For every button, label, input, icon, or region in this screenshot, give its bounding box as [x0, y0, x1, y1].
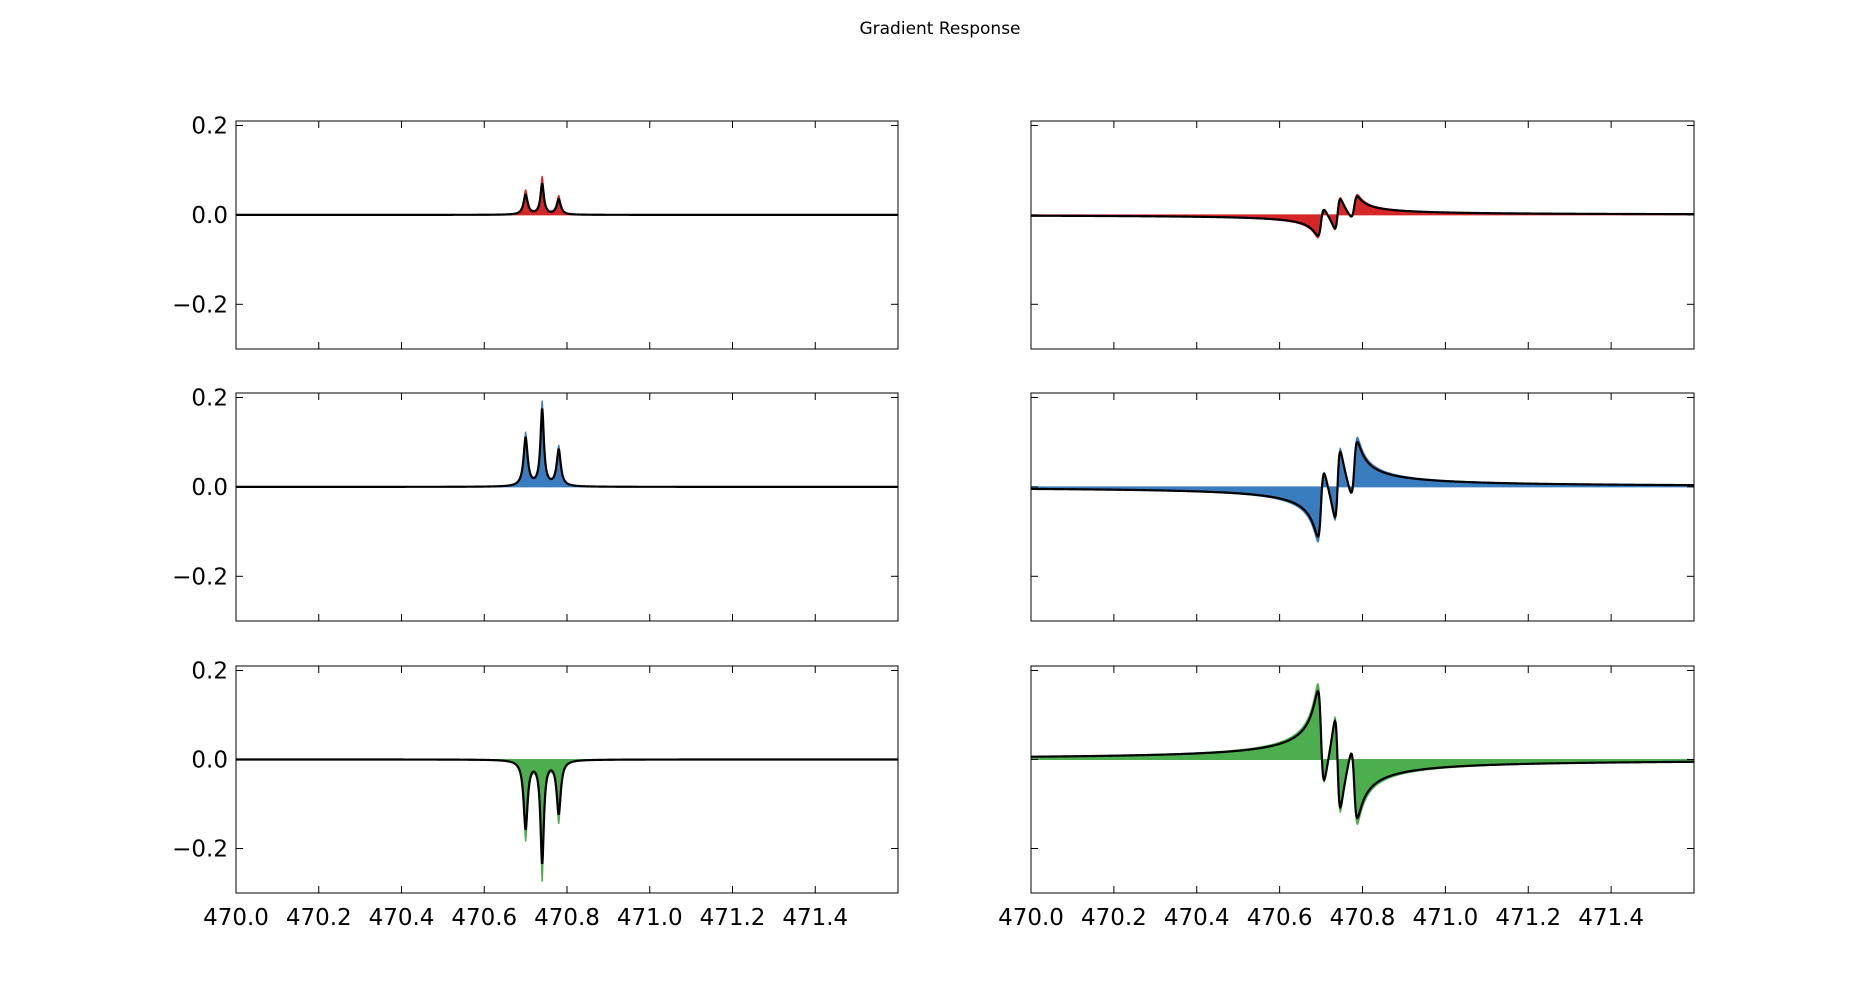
y-tick-label: 0.2	[191, 113, 228, 139]
series-line-green-left	[236, 758, 898, 865]
x-tick-label: 470.6	[1247, 905, 1313, 931]
x-tick-label: 470.4	[369, 905, 435, 931]
figure-title: Gradient Response	[859, 19, 1020, 39]
x-tick-label: 470.2	[286, 905, 352, 931]
x-tick-label: 470.0	[998, 905, 1064, 931]
subplot-red-right	[1030, 120, 1695, 350]
y-tick-label: −0.2	[172, 292, 228, 318]
x-tick-label: 471.2	[1495, 905, 1561, 931]
series-line-green-right	[1031, 689, 1694, 820]
y-tick-label: 0.0	[191, 203, 228, 229]
y-tick-label: 0.2	[191, 658, 228, 684]
subplot-grid: −0.2 0.0 0.2 −0.2 0.0 0.2 470.0 470.2 470.4 470.6…	[172, 113, 1695, 931]
series-area-red-left	[236, 175, 898, 216]
subplot-green-left: 470.0 470.2 470.4 470.6 470.8 471.0 471.2 471.4…	[172, 658, 899, 931]
axes-frame	[235, 392, 899, 622]
axes-frame	[235, 120, 899, 350]
axes-frame	[1030, 120, 1695, 350]
axes-frame	[1030, 392, 1695, 622]
series-line-red-right	[1031, 195, 1694, 237]
y-tick-label: 0.2	[191, 385, 228, 411]
x-tick-label: 470.2	[1081, 905, 1147, 931]
y-tick-label: 0.0	[191, 475, 228, 501]
subplot-green-right: 470.0 470.2 470.4 470.6 470.8 471.0 471.2 471.4	[998, 665, 1695, 931]
x-tick-label: 470.8	[534, 905, 600, 931]
series-area-blue-left	[236, 400, 898, 488]
subplot-blue-left: −0.2 0.0 0.2	[172, 385, 899, 622]
axes-frame	[235, 665, 899, 894]
y-tick-label: −0.2	[172, 564, 228, 590]
x-tick-label: 471.4	[1578, 905, 1644, 931]
y-tick-label: 0.0	[191, 747, 228, 773]
x-tick-label: 471.0	[1412, 905, 1478, 931]
series-line-blue-right	[1031, 440, 1694, 538]
x-tick-label: 471.0	[617, 905, 683, 931]
subplot-red-left: −0.2 0.0 0.2	[172, 113, 899, 350]
series-area-green-left	[236, 758, 898, 882]
x-tick-label: 470.6	[451, 905, 517, 931]
y-tick-label: −0.2	[172, 836, 228, 862]
x-tick-label: 470.8	[1330, 905, 1396, 931]
series-line-red-left	[236, 183, 898, 216]
x-tick-label: 470.0	[203, 905, 269, 931]
series-line-blue-left	[236, 408, 898, 488]
subplot-blue-right	[1030, 392, 1695, 622]
x-tick-label: 471.4	[782, 905, 848, 931]
x-tick-label: 471.2	[700, 905, 766, 931]
x-tick-label: 470.4	[1164, 905, 1230, 931]
